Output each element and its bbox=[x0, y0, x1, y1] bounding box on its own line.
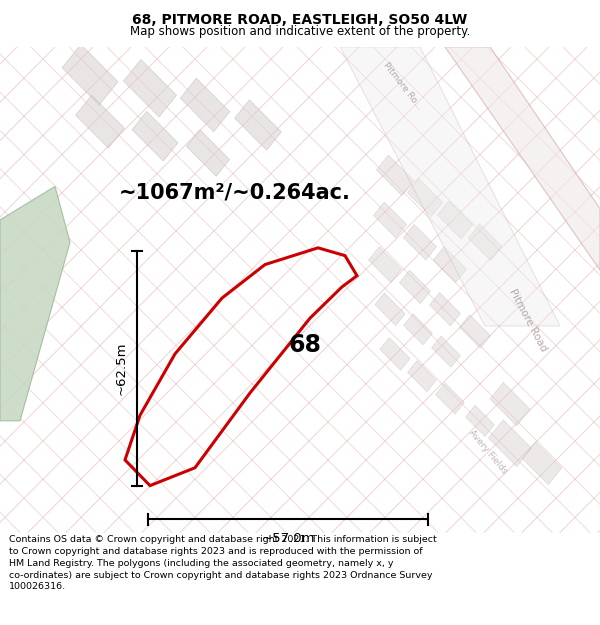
Polygon shape bbox=[488, 420, 532, 466]
Polygon shape bbox=[445, 47, 600, 270]
Text: ~62.5m: ~62.5m bbox=[115, 342, 128, 395]
Polygon shape bbox=[376, 155, 413, 196]
Polygon shape bbox=[380, 338, 410, 370]
Polygon shape bbox=[523, 442, 562, 484]
Text: Map shows position and indicative extent of the property.: Map shows position and indicative extent… bbox=[130, 24, 470, 38]
Polygon shape bbox=[76, 95, 124, 148]
Polygon shape bbox=[404, 314, 433, 345]
Text: 68: 68 bbox=[289, 333, 322, 357]
Text: Contains OS data © Crown copyright and database right 2021. This information is : Contains OS data © Crown copyright and d… bbox=[9, 535, 437, 591]
Polygon shape bbox=[375, 293, 405, 326]
Polygon shape bbox=[62, 44, 118, 105]
Polygon shape bbox=[431, 336, 460, 367]
Polygon shape bbox=[490, 382, 530, 426]
Text: Avery Fields: Avery Fields bbox=[467, 428, 509, 476]
Polygon shape bbox=[468, 224, 502, 261]
Polygon shape bbox=[132, 111, 178, 161]
Polygon shape bbox=[466, 406, 494, 436]
Polygon shape bbox=[407, 179, 443, 217]
Polygon shape bbox=[340, 47, 560, 326]
Polygon shape bbox=[403, 224, 437, 260]
Text: 68, PITMORE ROAD, EASTLEIGH, SO50 4LW: 68, PITMORE ROAD, EASTLEIGH, SO50 4LW bbox=[133, 13, 467, 27]
Polygon shape bbox=[180, 78, 230, 132]
Polygon shape bbox=[433, 247, 467, 282]
Polygon shape bbox=[124, 59, 176, 117]
Text: ~57.0m: ~57.0m bbox=[261, 532, 315, 544]
Polygon shape bbox=[400, 270, 430, 304]
Polygon shape bbox=[436, 383, 464, 414]
Polygon shape bbox=[368, 247, 401, 282]
Text: Pitmore Road: Pitmore Road bbox=[508, 288, 548, 353]
Polygon shape bbox=[437, 201, 473, 239]
Polygon shape bbox=[430, 292, 460, 326]
Polygon shape bbox=[373, 202, 407, 238]
Text: ~1067m²/~0.264ac.: ~1067m²/~0.264ac. bbox=[119, 182, 351, 202]
Polygon shape bbox=[460, 315, 490, 348]
Text: Pitmore Ro...: Pitmore Ro... bbox=[382, 61, 424, 111]
Polygon shape bbox=[407, 361, 436, 392]
Polygon shape bbox=[0, 186, 70, 421]
Polygon shape bbox=[187, 130, 230, 176]
Polygon shape bbox=[235, 100, 281, 150]
